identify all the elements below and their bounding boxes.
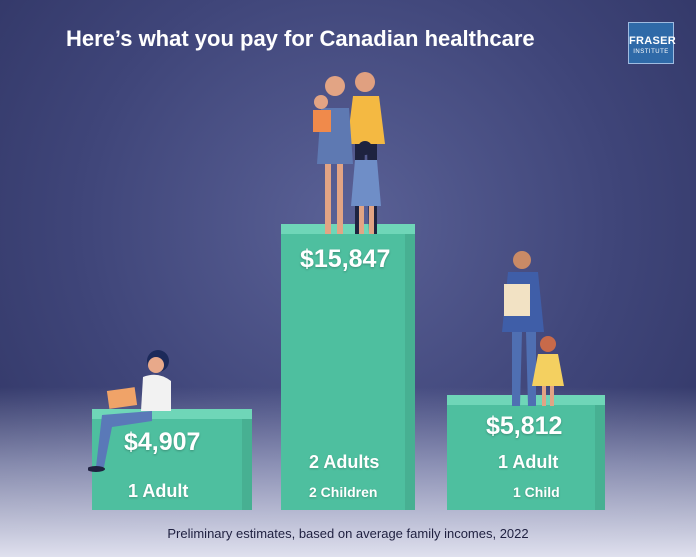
bar-1-adult-1-child-label-line2: 1 Child (513, 484, 560, 500)
bar-2-adults-label-line2: 2 Children (309, 484, 378, 500)
chart-title: Here’s what you pay for Canadian healthc… (66, 26, 535, 51)
bar-1-adult-1-child (447, 395, 605, 510)
logo-line2: INSTITUTE (633, 49, 669, 55)
bar-1-adult-amount: $4,907 (124, 428, 201, 456)
family-of-four-illustration (313, 72, 385, 234)
footnote: Preliminary estimates, based on average … (167, 526, 529, 541)
bar-1-adult-label: 1 Adult (128, 481, 189, 501)
bar-1-adult-1-child-top (447, 395, 605, 405)
logo-line1: FRASER (629, 35, 677, 47)
father-and-daughter-illustration (502, 251, 564, 406)
woman-with-laptop-illustration (88, 350, 171, 472)
bar-1-adult (92, 409, 252, 510)
bar-1-adult-1-child-label-line1: 1 Adult (498, 452, 559, 472)
fraser-institute-logo: FRASER INSTITUTE (628, 22, 677, 64)
bar-2-adults-label-line1: 2 Adults (309, 452, 380, 472)
bar-2-adults-2-children (281, 224, 415, 510)
bar-1-adult-1-child-amount: $5,812 (486, 412, 563, 440)
bar-2-adults-amount: $15,847 (300, 245, 391, 273)
bar-2-adults-top (281, 224, 415, 234)
bar-1-adult-top (92, 409, 252, 419)
